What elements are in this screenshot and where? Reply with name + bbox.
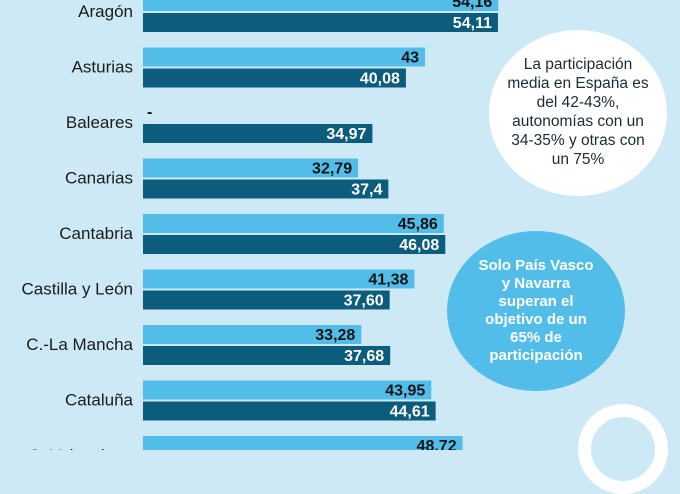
info-bubble-objective: Solo País Vasco y Navarra superan el obj…: [447, 231, 625, 391]
value-label-aragón-series-2: 54,11: [453, 15, 492, 32]
info-bubble-participation-text: La participación media en España es del …: [507, 56, 649, 168]
value-label-c-la-mancha-series-2: 37,68: [344, 348, 384, 365]
value-label-cantabria-series-2: 46,08: [399, 237, 439, 254]
value-label-asturias-series-2: 40,08: [360, 71, 400, 88]
value-label-cataluña-series-1: 43,95: [385, 383, 425, 400]
category-label-castilla-y-león: Castilla y León: [21, 280, 133, 299]
category-label-baleares: Baleares: [66, 113, 133, 132]
category-label-asturias: Asturias: [72, 58, 133, 77]
bar-canarias-series-1: [143, 158, 359, 178]
decorative-ring: [578, 404, 668, 494]
bar-castilla-y-león-series-1: [143, 269, 415, 289]
bar-cantabria-series-1: [143, 214, 444, 233]
value-label-castilla-y-león-series-1: 41,38: [368, 272, 408, 289]
bar-aragón-series-1: [143, 0, 499, 11]
bar-aragón-series-2: [143, 13, 498, 32]
bar-cantabria-series-2: [143, 235, 446, 254]
category-label-canarias: Canarias: [65, 169, 133, 188]
category-label-aragón: Aragón: [78, 2, 133, 21]
info-bubble-participation: La participación media en España es del …: [489, 30, 667, 196]
bar-baleares-series-2: [143, 124, 373, 143]
bar-cataluña-series-1: [143, 380, 432, 400]
value-label-castilla-y-león-series-2: 37,60: [344, 293, 384, 310]
value-label-aragón-series-1: 54,16: [452, 0, 492, 11]
bar-asturias-series-2: [143, 68, 406, 88]
value-label-canarias-series-1: 32,79: [312, 161, 352, 178]
bar-c-la-mancha-series-1: [143, 325, 362, 344]
value-label-c-la-mancha-series-1: 33,28: [315, 327, 355, 344]
bar-cataluña-series-2: [143, 401, 436, 421]
value-label-baleares-series-2: 34,97: [326, 126, 366, 143]
category-label-c-valenciana: C. Valenciana: [28, 446, 133, 450]
bar-c-valenciana-series-1: [143, 436, 463, 450]
info-bubble-objective-text: Solo País Vasco y Navarra superan el obj…: [478, 257, 594, 364]
bar-asturias-series-1: [143, 47, 426, 67]
value-label-cantabria-series-1: 45,86: [398, 216, 438, 233]
bar-castilla-y-león-series-2: [143, 290, 390, 310]
category-label-c-la-mancha: C.-La Mancha: [26, 335, 133, 354]
category-label-cataluña: Cataluña: [65, 391, 134, 410]
value-label-canarias-series-2: 37,4: [351, 182, 382, 199]
bar-c-la-mancha-series-2: [143, 346, 391, 365]
category-label-cantabria: Cantabria: [59, 224, 133, 243]
value-label-cataluña-series-2: 44,61: [390, 404, 430, 421]
bar-canarias-series-2: [143, 179, 389, 199]
value-label-asturias-series-1: 43: [401, 50, 419, 67]
value-label-baleares-series-1: -: [147, 104, 152, 121]
value-label-c-valenciana-series-1: 48,72: [417, 438, 457, 450]
